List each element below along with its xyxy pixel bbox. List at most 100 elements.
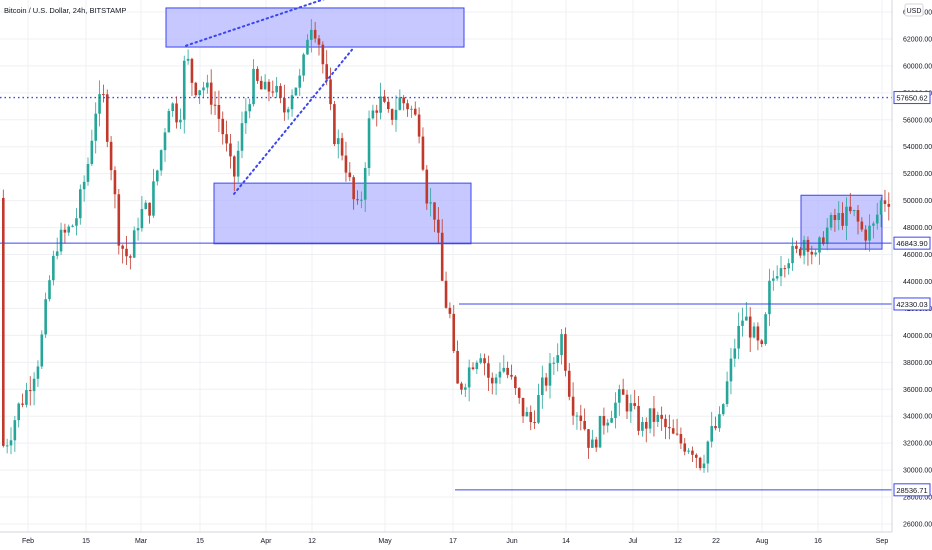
candle-down[interactable] xyxy=(748,316,752,338)
candle-up[interactable] xyxy=(872,223,875,226)
candle-down[interactable] xyxy=(506,367,509,375)
candle-down[interactable] xyxy=(529,411,533,423)
candle-down[interactable] xyxy=(256,68,259,81)
price-levels[interactable] xyxy=(0,96,892,491)
candle-up[interactable] xyxy=(879,200,883,215)
x-tick-label[interactable]: Sep xyxy=(876,538,889,545)
candle-down[interactable] xyxy=(783,268,787,270)
candle-up[interactable] xyxy=(868,225,871,241)
y-tick-label[interactable]: 28000.00 xyxy=(903,495,932,502)
candle-up[interactable] xyxy=(687,450,690,452)
candle-up[interactable] xyxy=(610,418,613,423)
candle-down[interactable] xyxy=(822,237,825,244)
y-tick-label[interactable]: 46000.00 xyxy=(903,252,932,259)
price-level-tag-label[interactable]: 42330.03 xyxy=(896,300,927,309)
candle-up[interactable] xyxy=(556,355,559,363)
candle-down[interactable] xyxy=(860,221,864,230)
candle-down[interactable] xyxy=(517,388,521,398)
candle-down[interactable] xyxy=(383,96,386,102)
x-tick-label[interactable]: 12 xyxy=(308,538,316,545)
candle-up[interactable] xyxy=(618,389,621,403)
candle-up[interactable] xyxy=(825,227,829,244)
candle-up[interactable] xyxy=(721,404,725,415)
candle-down[interactable] xyxy=(633,403,636,406)
candle-down[interactable] xyxy=(849,206,852,212)
candle-up[interactable] xyxy=(429,202,432,204)
x-tick-label[interactable]: 14 xyxy=(562,538,570,545)
x-tick-label[interactable]: Jun xyxy=(506,538,517,545)
candle-up[interactable] xyxy=(775,276,779,279)
candle-down[interactable] xyxy=(448,307,452,314)
candle-down[interactable] xyxy=(452,313,456,351)
x-tick-label[interactable]: 12 xyxy=(674,538,682,545)
candle-up[interactable] xyxy=(772,278,775,281)
candle-down[interactable] xyxy=(2,197,5,446)
candle-down[interactable] xyxy=(698,457,702,469)
candle-up[interactable] xyxy=(837,213,841,221)
price-level-tag-label[interactable]: 57650.62 xyxy=(896,94,927,103)
candle-up[interactable] xyxy=(79,189,82,219)
candle-up[interactable] xyxy=(186,58,190,61)
candle-down[interactable] xyxy=(28,390,32,392)
candle-up[interactable] xyxy=(537,395,540,423)
candle-up[interactable] xyxy=(548,363,552,386)
candle-up[interactable] xyxy=(818,237,821,253)
candle-down[interactable] xyxy=(675,433,679,435)
candle-down[interactable] xyxy=(225,134,228,144)
candle-up[interactable] xyxy=(606,422,610,426)
y-tick-label[interactable]: 56000.00 xyxy=(903,117,932,124)
candle-down[interactable] xyxy=(279,85,282,98)
candle-down[interactable] xyxy=(329,79,332,105)
candle-up[interactable] xyxy=(32,378,36,392)
candle-down[interactable] xyxy=(283,97,286,113)
candle-up[interactable] xyxy=(552,362,556,364)
price-level-tags[interactable]: 57650.62 46843.90 42330.03 28536.71 xyxy=(893,91,931,497)
candle-up[interactable] xyxy=(48,280,51,300)
y-tick-label[interactable]: 26000.00 xyxy=(903,522,932,529)
candle-down[interactable] xyxy=(691,450,694,455)
candle-down[interactable] xyxy=(579,415,583,421)
candle-up[interactable] xyxy=(9,440,13,446)
candle-down[interactable] xyxy=(571,396,575,416)
candles[interactable] xyxy=(2,19,891,473)
candle-up[interactable] xyxy=(641,422,644,431)
candle-down[interactable] xyxy=(756,326,760,341)
candle-down[interactable] xyxy=(352,177,355,200)
candle-up[interactable] xyxy=(494,377,498,384)
candle-down[interactable] xyxy=(714,426,717,429)
candle-up[interactable] xyxy=(156,170,159,182)
candle-up[interactable] xyxy=(163,132,167,151)
candle-up[interactable] xyxy=(656,414,660,422)
candle-up[interactable] xyxy=(86,164,90,182)
candle-up[interactable] xyxy=(379,96,382,113)
x-tick-label[interactable]: Jul xyxy=(629,538,638,545)
candle-up[interactable] xyxy=(244,111,248,124)
candle-down[interactable] xyxy=(533,422,536,424)
x-tick-label[interactable]: 22 xyxy=(712,538,720,545)
candle-up[interactable] xyxy=(286,109,290,113)
candle-down[interactable] xyxy=(587,429,590,448)
candle-down[interactable] xyxy=(117,194,121,246)
candle-up[interactable] xyxy=(75,218,78,226)
candle-up[interactable] xyxy=(791,245,794,264)
candle-down[interactable] xyxy=(125,248,128,257)
candle-down[interactable] xyxy=(340,138,344,156)
candle-up[interactable] xyxy=(206,82,209,88)
candle-up[interactable] xyxy=(875,214,879,224)
candle-up[interactable] xyxy=(741,320,744,326)
candle-up[interactable] xyxy=(575,415,579,417)
x-tick-label[interactable]: 15 xyxy=(82,538,90,545)
candle-up[interactable] xyxy=(541,377,544,396)
y-tick-label[interactable]: 36000.00 xyxy=(903,387,932,394)
candle-down[interactable] xyxy=(883,200,887,204)
candle-up[interactable] xyxy=(733,348,737,359)
x-tick-label[interactable]: Feb xyxy=(22,538,34,545)
candle-down[interactable] xyxy=(121,245,124,249)
candle-down[interactable] xyxy=(375,110,379,113)
candle-down[interactable] xyxy=(313,29,317,39)
candle-up[interactable] xyxy=(829,215,833,228)
candle-up[interactable] xyxy=(52,255,55,281)
candle-up[interactable] xyxy=(306,39,309,55)
candle-up[interactable] xyxy=(275,85,278,93)
candle-down[interactable] xyxy=(213,104,217,106)
